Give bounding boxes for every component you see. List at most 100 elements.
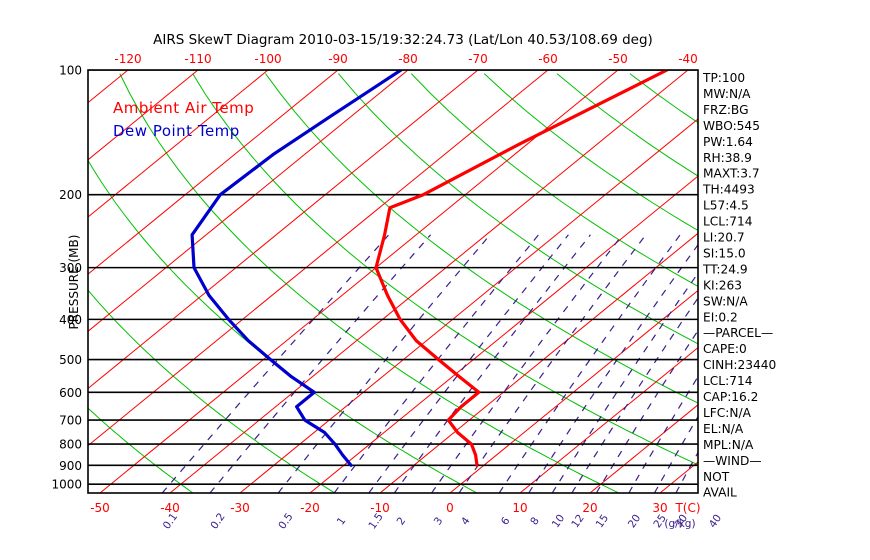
stat-line: EI:0.2 [703,310,738,324]
bottom-temp-tick: -10 [370,501,390,515]
pressure-tick: 900 [59,459,82,473]
mixing-ratio-line [393,234,591,493]
mixing-ratio-line [571,296,698,493]
isotherm [730,70,870,493]
pressure-tick: 500 [59,353,82,367]
mixing-ratio-tick: 10 [550,512,568,530]
mixing-ratio-line [368,234,569,493]
stat-line: CAP:16.2 [703,390,758,404]
isotherm [169,70,689,493]
pressure-tick: 100 [59,64,82,78]
x-axis-title-temp: T(C) [674,501,700,515]
pressure-tick: 600 [59,386,82,400]
stat-line: SI:15.0 [703,246,746,260]
mixing-ratio-line [595,329,698,493]
stat-line: CAPE:0 [703,342,747,356]
stat-line: CINH:23440 [703,358,776,372]
bottom-temp-tick: -20 [300,501,320,515]
mixing-ratio-tick: 0.2 [208,511,227,532]
stat-line: LFC:N/A [703,406,752,420]
stat-line: NOT [703,470,730,484]
mixing-ratio-line [333,234,539,493]
mixing-ratio-tick: 3 [432,515,446,527]
mixing-ratio-tick: 2 [395,515,409,527]
mixing-ratio-line [458,234,647,493]
stat-line: WBO:545 [703,119,760,133]
pressure-tick: 400 [59,313,82,327]
stat-line: L57:4.5 [703,199,749,213]
y-axis-title: PRESSURE (MB) [67,235,81,330]
bottom-temp-tick: -30 [230,501,250,515]
stat-line: AVAIL [703,486,737,500]
legend-temperature: Ambient Air Temp [113,99,254,117]
mixing-ratio-line [551,272,698,493]
top-temp-tick: -70 [468,52,488,66]
isotherm [800,70,870,493]
isotherm [88,70,339,275]
stat-line: KI:263 [703,278,742,292]
chart-title: AIRS SkewT Diagram 2010-03-15/19:32:24.7… [153,32,653,48]
top-temp-tick: -80 [398,52,418,66]
mixing-ratio-tick: 15 [594,512,612,530]
top-temp-tick: -110 [184,52,211,66]
dry-adiabat [88,159,478,493]
mixing-ratio-line [209,234,432,493]
isotherm [88,70,129,104]
bottom-temp-tick: 10 [512,501,527,515]
legend-dewpoint: Dew Point Temp [113,122,240,140]
mixing-ratio-tick: 1 [335,515,349,527]
pressure-tick: 200 [59,188,82,202]
isotherm [239,118,698,493]
pressure-tick: 300 [59,261,82,275]
dry-adiabat [88,289,336,493]
mixing-ratio-tick: 12 [569,512,587,530]
stat-line: —PARCEL— [703,326,773,340]
dry-adiabat [849,74,870,493]
stat-line: —WIND— [703,454,762,468]
mixing-ratio-tick: 0.5 [276,511,295,532]
isotherm [309,175,698,493]
top-temp-tick: -50 [608,52,628,66]
mixing-ratio-tick: 40 [707,512,725,530]
isotherm [589,404,698,493]
isotherm [88,70,409,332]
stat-line: EL:N/A [703,422,744,436]
bottom-temp-tick: 0 [446,501,454,515]
top-temp-tick: -120 [114,52,141,66]
pressure-tick: 1000 [51,478,82,492]
dry-adiabat [0,74,51,493]
isotherm [88,70,479,390]
isotherm [0,70,58,493]
stat-line: MPL:N/A [703,438,754,452]
mixing-ratio-line [628,375,698,493]
bottom-temp-tick: 30 [652,501,667,515]
dry-adiabat [338,73,698,345]
top-temp-tick: -100 [254,52,281,66]
stat-line: FRZ:BG [703,103,749,117]
isotherm [88,70,199,161]
stat-line: PW:1.64 [703,135,753,149]
mixing-ratio-line [431,234,623,493]
dry-adiabat [88,407,194,493]
mixing-ratio-line [498,234,681,493]
mixing-ratio-tick: 20 [626,512,644,530]
stat-line: SW:N/A [703,294,748,308]
stat-line: LI:20.7 [703,231,745,245]
stat-line: TH:4493 [702,183,755,197]
isotherm [88,70,269,218]
stat-line: TP:100 [702,71,745,85]
bottom-temp-tick: -40 [160,501,180,515]
dry-adiabat [265,73,698,404]
plot-frame [87,69,699,494]
isotherm [379,232,698,493]
mixing-ratio-line [161,234,390,493]
stat-line: LCL:714 [703,215,753,229]
mixing-ratio-tick: 8 [528,515,542,527]
bottom-temp-tick: 20 [582,501,597,515]
x-axis-title-mix: (g/kg) [664,518,695,530]
mixing-ratio-line [528,243,698,493]
dry-adiabat [119,73,620,493]
isotherm [88,70,549,447]
